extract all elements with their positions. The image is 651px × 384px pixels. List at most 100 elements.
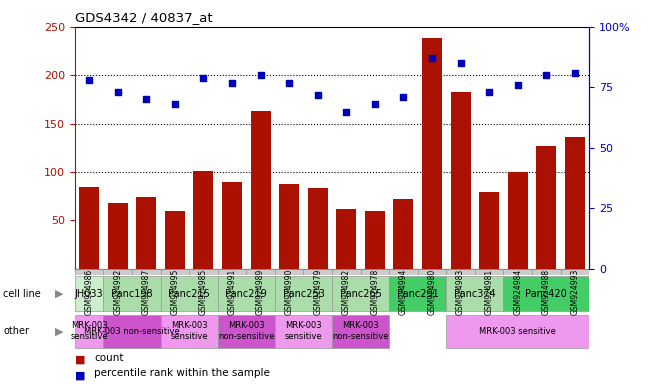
Bar (107, 203, 128, 269)
Point (284, 79, 294, 86)
FancyBboxPatch shape (217, 315, 275, 348)
Bar (508, 172, 528, 269)
FancyBboxPatch shape (161, 276, 217, 311)
FancyBboxPatch shape (132, 269, 161, 275)
FancyBboxPatch shape (332, 315, 389, 348)
FancyBboxPatch shape (217, 269, 246, 275)
FancyBboxPatch shape (75, 315, 104, 348)
FancyBboxPatch shape (503, 269, 532, 275)
FancyBboxPatch shape (104, 276, 161, 311)
FancyBboxPatch shape (561, 269, 589, 275)
Bar (393, 199, 413, 269)
Bar (365, 211, 385, 269)
Point (255, 72, 266, 78)
Text: GSM924985: GSM924985 (199, 269, 208, 315)
Text: Panc374: Panc374 (454, 289, 496, 299)
Text: GSM924983: GSM924983 (456, 269, 465, 315)
FancyBboxPatch shape (75, 269, 104, 275)
Point (84, 77, 94, 83)
FancyBboxPatch shape (389, 269, 418, 275)
FancyBboxPatch shape (161, 269, 189, 275)
Text: GSM924982: GSM924982 (342, 269, 351, 315)
FancyBboxPatch shape (503, 276, 589, 311)
FancyBboxPatch shape (447, 315, 589, 348)
Text: Panc198: Panc198 (111, 289, 153, 299)
Point (170, 101, 180, 108)
Point (512, 82, 523, 88)
Point (341, 109, 352, 115)
Text: MRK-003 non-sensitive: MRK-003 non-sensitive (84, 327, 180, 336)
Point (113, 89, 123, 95)
Text: ■: ■ (75, 370, 85, 380)
Text: Panc291: Panc291 (397, 289, 439, 299)
Bar (422, 38, 442, 269)
Bar (251, 111, 271, 269)
FancyBboxPatch shape (361, 269, 389, 275)
Text: ■: ■ (75, 355, 85, 365)
Text: GDS4342 / 40837_at: GDS4342 / 40837_at (75, 11, 212, 24)
FancyBboxPatch shape (447, 269, 475, 275)
Bar (479, 192, 499, 269)
Text: GSM924993: GSM924993 (570, 269, 579, 316)
Text: percentile rank within the sample: percentile rank within the sample (94, 368, 270, 378)
FancyBboxPatch shape (532, 269, 561, 275)
FancyBboxPatch shape (475, 269, 503, 275)
Text: GSM924989: GSM924989 (256, 269, 265, 315)
Point (456, 60, 466, 66)
Bar (165, 211, 185, 269)
Point (312, 91, 323, 98)
FancyBboxPatch shape (161, 315, 217, 348)
Bar (308, 187, 327, 269)
Bar (337, 209, 356, 269)
Text: GSM924980: GSM924980 (428, 269, 437, 315)
Bar (565, 137, 585, 269)
Point (570, 70, 580, 76)
Text: Panc265: Panc265 (340, 289, 381, 299)
Point (541, 72, 551, 78)
Text: other: other (3, 326, 29, 336)
Text: GSM924995: GSM924995 (171, 269, 180, 316)
Text: Panc219: Panc219 (225, 289, 267, 299)
Point (398, 94, 409, 100)
FancyBboxPatch shape (389, 276, 447, 311)
Text: GSM924990: GSM924990 (284, 269, 294, 316)
Text: MRK-003
non-sensitive: MRK-003 non-sensitive (218, 321, 275, 341)
Text: GSM924986: GSM924986 (85, 269, 94, 315)
Text: GSM924991: GSM924991 (227, 269, 236, 315)
Text: MRK-003
non-sensitive: MRK-003 non-sensitive (332, 321, 389, 341)
Point (198, 74, 208, 81)
Text: count: count (94, 353, 124, 363)
Text: Panc253: Panc253 (283, 289, 324, 299)
Point (370, 101, 380, 108)
Text: GSM924981: GSM924981 (484, 269, 493, 315)
Point (141, 96, 152, 103)
FancyBboxPatch shape (275, 269, 303, 275)
Text: GSM924988: GSM924988 (542, 269, 551, 315)
Text: ▶: ▶ (55, 326, 64, 336)
Text: JH033: JH033 (75, 289, 104, 299)
Bar (79, 187, 99, 269)
Text: GSM924987: GSM924987 (142, 269, 151, 315)
FancyBboxPatch shape (104, 269, 132, 275)
FancyBboxPatch shape (75, 276, 104, 311)
Text: Panc215: Panc215 (168, 289, 210, 299)
FancyBboxPatch shape (189, 269, 217, 275)
Text: MRK-003
sensitive: MRK-003 sensitive (171, 321, 208, 341)
Bar (279, 184, 299, 269)
Text: GSM924978: GSM924978 (370, 269, 380, 315)
Bar (536, 146, 557, 269)
Text: GSM924979: GSM924979 (313, 269, 322, 316)
FancyBboxPatch shape (303, 269, 332, 275)
Text: GSM924984: GSM924984 (513, 269, 522, 315)
Text: GSM924994: GSM924994 (399, 269, 408, 316)
Text: MRK-003 sensitive: MRK-003 sensitive (479, 327, 556, 336)
Point (227, 79, 237, 86)
FancyBboxPatch shape (332, 269, 361, 275)
Point (427, 55, 437, 61)
Text: MRK-003
sensitive: MRK-003 sensitive (284, 321, 322, 341)
Bar (193, 171, 214, 269)
FancyBboxPatch shape (246, 269, 275, 275)
FancyBboxPatch shape (332, 276, 389, 311)
Text: MRK-003
sensitive: MRK-003 sensitive (70, 321, 108, 341)
FancyBboxPatch shape (275, 276, 332, 311)
